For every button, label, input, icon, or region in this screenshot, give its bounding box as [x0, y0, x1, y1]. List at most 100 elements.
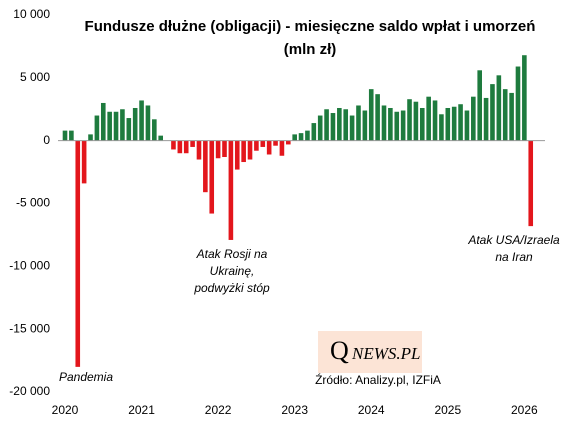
bar [81, 140, 87, 184]
bar [471, 96, 476, 141]
y-tick-label: 10 000 [13, 7, 50, 21]
bar [419, 107, 425, 141]
bar [311, 123, 317, 141]
bar [522, 55, 527, 141]
bar [266, 140, 272, 155]
bar [375, 94, 380, 141]
annotation: Pandemia [59, 370, 113, 384]
x-tick-label: 2021 [128, 403, 155, 417]
bar [279, 140, 285, 156]
bar [330, 113, 336, 141]
bar [260, 140, 266, 147]
source: Źródło: Analizy.pl, IZFiA [315, 372, 441, 387]
bar [317, 115, 323, 141]
bar [407, 99, 412, 141]
bar [100, 102, 106, 141]
bar [445, 107, 451, 141]
bar [394, 111, 400, 141]
bar [88, 134, 93, 141]
bar [426, 96, 431, 141]
bar [139, 100, 144, 141]
annotation: na Iran [495, 250, 533, 264]
bar [483, 97, 489, 141]
bar [368, 89, 374, 141]
bar [62, 130, 68, 141]
bar [107, 111, 112, 141]
y-tick-label: 5 000 [20, 70, 50, 84]
bar [113, 111, 119, 141]
x-tick-label: 2023 [281, 403, 308, 417]
bar [254, 140, 259, 151]
bar [209, 140, 215, 214]
annotation: Atak USA/Izraela [467, 233, 560, 247]
x-tick-label: 2024 [358, 403, 385, 417]
bar [177, 140, 183, 154]
bar [509, 92, 514, 141]
bar [158, 135, 163, 141]
bar [362, 110, 368, 141]
bar [324, 109, 329, 141]
bar [528, 140, 534, 227]
bar [451, 106, 457, 141]
bar [502, 89, 508, 141]
bar [241, 140, 246, 163]
bar [234, 140, 240, 170]
bar [228, 140, 234, 240]
bar [94, 115, 100, 141]
bar [75, 140, 81, 367]
bar [381, 105, 387, 141]
bar [222, 140, 227, 158]
bar [413, 101, 419, 141]
bar [215, 140, 221, 159]
logo-q: Q [330, 336, 349, 365]
y-tick-label: -5 000 [16, 196, 50, 210]
bar [286, 140, 291, 145]
bar [196, 140, 202, 160]
x-tick-label: 2025 [434, 403, 461, 417]
bar [273, 140, 278, 146]
bar [439, 114, 444, 141]
bar [343, 109, 349, 141]
bar [349, 115, 355, 141]
bar [400, 110, 406, 141]
logo-box [318, 331, 422, 373]
bar [183, 140, 189, 154]
bar [171, 140, 176, 150]
logo-text: NEWS.PL [351, 344, 420, 363]
bar [292, 134, 297, 141]
y-tick-label: -20 000 [9, 384, 50, 398]
bar [515, 66, 521, 141]
bar [458, 104, 463, 141]
bar [152, 119, 157, 141]
bar [298, 133, 304, 141]
annotation: Atak Rosji na [196, 247, 268, 261]
annotation: Ukrainę, [210, 264, 255, 278]
y-tick-label: 0 [43, 133, 50, 147]
y-tick-label: -10 000 [9, 259, 50, 273]
bar [356, 105, 361, 141]
bar [247, 140, 253, 160]
bar [126, 118, 132, 141]
bar [69, 130, 74, 141]
bar [190, 140, 195, 147]
bar [477, 70, 482, 141]
y-tick-label: -15 000 [9, 321, 50, 335]
bar [203, 140, 208, 193]
x-tick-label: 2020 [52, 403, 79, 417]
bar [145, 105, 151, 141]
bar [132, 107, 138, 141]
annotation: podwyżki stóp [193, 281, 270, 295]
bar [388, 107, 393, 141]
x-tick-label: 2022 [205, 403, 232, 417]
bar [496, 75, 502, 141]
bar [337, 107, 342, 141]
chart-subtitle: (mln zł) [284, 41, 337, 58]
bar [120, 109, 125, 141]
bar [432, 100, 438, 141]
chart-title: Fundusze dłużne (obligacji) - miesięczne… [85, 18, 536, 35]
bar [490, 84, 495, 141]
x-tick-label: 2026 [511, 403, 538, 417]
bar [464, 110, 470, 141]
bar [305, 130, 310, 141]
